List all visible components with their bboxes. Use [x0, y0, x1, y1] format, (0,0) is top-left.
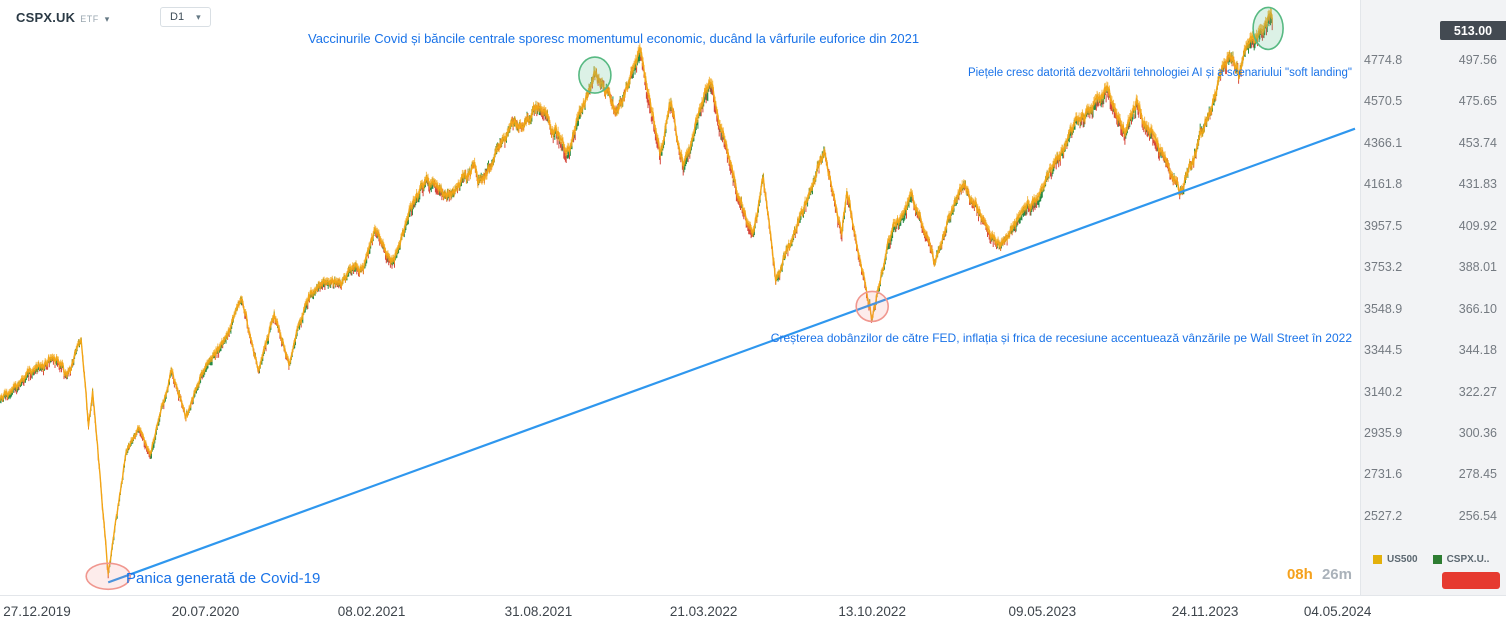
cspx-tick-label: 431.83	[1458, 177, 1497, 192]
price-axis[interactable]: 513.00 4774.8 497.56 4570.5 475.65 4366.1 453…	[1360, 0, 1506, 595]
date-label: 09.05.2023	[1008, 604, 1077, 619]
annotation-ai-rally: Piețele cresc datorită dezvoltării tehno…	[967, 67, 1352, 79]
cspx-tick-label: 300.36	[1458, 426, 1497, 441]
price-axis-row: 2527.2 256.54	[1361, 508, 1506, 524]
trend-line	[107, 127, 1356, 584]
countdown-hours: 08h	[1286, 566, 1313, 583]
cspx-tick-label: 409.92	[1458, 218, 1497, 233]
us500-line	[0, 11, 1273, 575]
timeframe-dropdown[interactable]: D1 ▾	[160, 7, 211, 27]
countdown-minutes: 26m	[1321, 566, 1352, 583]
cspx-tick-label: 366.10	[1458, 301, 1497, 316]
us500-tick-label: 2527.2	[1364, 508, 1403, 523]
date-label: 27.12.2019	[3, 604, 71, 619]
instrument-header[interactable]: CSPX.UK ETF ▾	[16, 10, 109, 25]
current-price-badge: 513.00	[1440, 21, 1506, 40]
event-marker-2022-bear-market-low	[855, 290, 890, 323]
chart-plot-area[interactable]: CSPX.UK ETF ▾ D1 ▾ Vaccinurile Covid și …	[0, 0, 1360, 595]
us500-tick-label: 3957.5	[1364, 218, 1403, 233]
price-axis-row: 4161.8 431.83	[1361, 176, 1506, 192]
symbol-label: CSPX.UK	[16, 10, 76, 25]
legend-item-us500[interactable]: US500	[1373, 554, 1418, 565]
cspx-down-candles	[2, 15, 1273, 579]
date-label: 24.11.2023	[1171, 604, 1239, 619]
legend-item-cspx[interactable]: CSPX.U..	[1432, 554, 1490, 565]
price-axis-row: 3548.9 366.10	[1361, 301, 1506, 317]
price-scale: 4774.8 497.56 4570.5 475.65 4366.1 453.74 4161…	[1361, 0, 1506, 595]
us500-tick-label: 4366.1	[1364, 135, 1403, 150]
instrument-type-label: ETF	[80, 14, 99, 24]
chart-legend: US500 CSPX.U..	[1373, 554, 1489, 565]
annotation-covid-panic: Panica generată de Covid-19	[126, 570, 321, 587]
us500-range-fuzz	[0, 7, 1273, 577]
event-marker-covid-crash-low	[85, 562, 131, 591]
chevron-down-icon: ▾	[104, 14, 110, 24]
price-axis-row: 3753.2 388.01	[1361, 259, 1506, 275]
cspx-tick-label: 344.18	[1458, 343, 1497, 358]
cspx-tick-label: 453.74	[1458, 135, 1497, 150]
event-marker-euphoric-2021-peak	[578, 56, 612, 94]
us500-tick-label: 4774.8	[1364, 52, 1403, 67]
session-price-badge	[1442, 572, 1500, 589]
price-axis-row: 4774.8 497.56	[1361, 52, 1506, 68]
cspx-tick-label: 322.27	[1458, 384, 1497, 399]
us500-tick-label: 3548.9	[1364, 301, 1403, 316]
price-axis-row: 3344.5 344.18	[1361, 342, 1506, 358]
date-label: 13.10.2022	[838, 604, 906, 619]
date-label: 08.02.2021	[337, 604, 406, 619]
price-axis-row: 2731.6 278.45	[1361, 466, 1506, 482]
cspx-tick-label: 278.45	[1458, 467, 1497, 482]
us500-tick-label: 3140.2	[1364, 384, 1403, 399]
event-marker-ai-rally-high	[1252, 6, 1284, 51]
cspx-color-swatch	[1432, 555, 1442, 564]
cspx-up-candles	[0, 13, 1272, 573]
price-axis-row: 4570.5 475.65	[1361, 93, 1506, 109]
time-axis[interactable]: 27.12.2019 20.07.2020 08.02.2021 31.08.2021…	[0, 595, 1506, 627]
chevron-down-icon: ▾	[196, 11, 201, 22]
cspx-tick-label: 256.54	[1458, 508, 1497, 523]
annotation-fed-2022: Creșterea dobânzilor de către FED, infla…	[770, 331, 1352, 345]
price-axis-row: 2935.9 300.36	[1361, 425, 1506, 441]
cspx-tick-label: 475.65	[1458, 94, 1497, 109]
us500-tick-label: 3753.2	[1364, 260, 1403, 275]
date-label: 20.07.2020	[171, 604, 240, 619]
us500-tick-label: 4161.8	[1364, 177, 1403, 192]
cspx-tick-label: 497.56	[1458, 52, 1497, 67]
annotation-2021-peak: Vaccinurile Covid și băncile centrale sp…	[308, 31, 920, 46]
date-label: 31.08.2021	[504, 604, 573, 619]
us500-tick-label: 2935.9	[1364, 426, 1403, 441]
legend-label-us500: US500	[1387, 554, 1418, 565]
us500-tick-label: 3344.5	[1364, 343, 1403, 358]
timeframe-label: D1	[170, 11, 185, 23]
chart-canvas[interactable]	[0, 0, 1360, 595]
market-countdown: 08h 26m	[1287, 566, 1352, 583]
date-label: 04.05.2024	[1303, 604, 1372, 619]
price-axis-row: 3957.5 409.92	[1361, 218, 1506, 234]
legend-label-cspx: CSPX.U..	[1446, 554, 1490, 565]
price-axis-row: 3140.2 322.27	[1361, 384, 1506, 400]
us500-tick-label: 4570.5	[1364, 94, 1403, 109]
cspx-tick-label: 388.01	[1458, 260, 1497, 275]
us500-tick-label: 2731.6	[1364, 467, 1403, 482]
price-axis-row: 4366.1 453.74	[1361, 135, 1506, 151]
date-label: 21.03.2022	[669, 604, 738, 619]
us500-color-swatch	[1373, 555, 1382, 564]
